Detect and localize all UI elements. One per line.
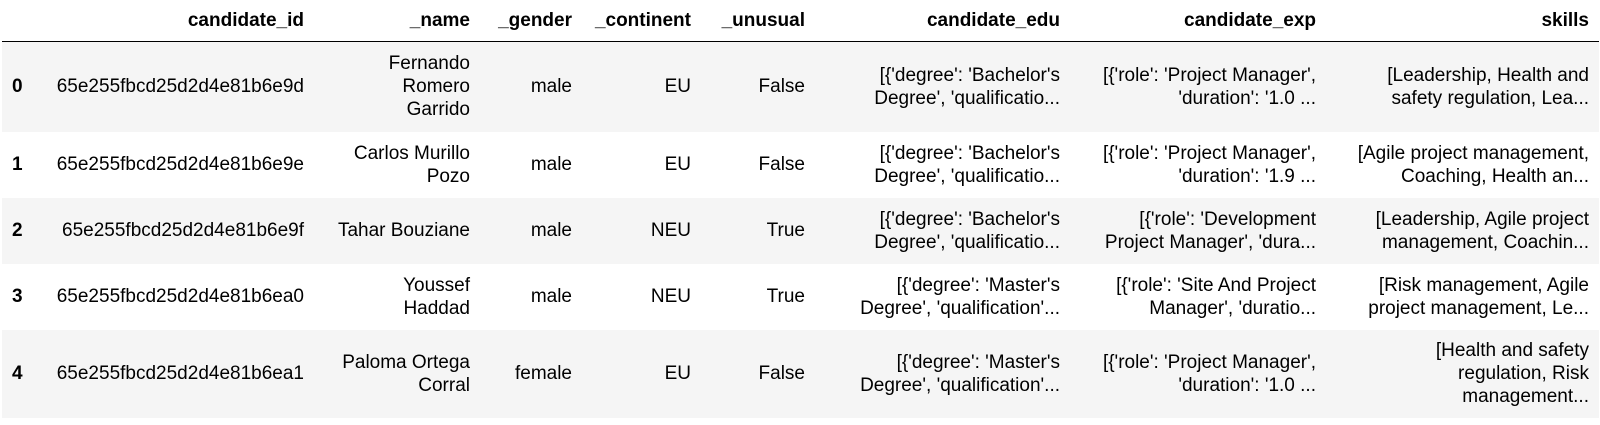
cell-gender: male	[530, 286, 572, 307]
table-header: candidate_id _name _gender _continent _u…	[2, 0, 1599, 42]
cell-candidate-edu: [{'degree': 'Master's Degree', 'qualific…	[860, 351, 1060, 396]
table-body: 0 65e255fbcd25d2d4e81b6e9d Fernando Rome…	[2, 41, 1599, 418]
cell-candidate-edu: [{'degree': 'Bachelor's Degree', 'qualif…	[874, 64, 1060, 109]
column-header-continent: _continent	[582, 0, 701, 42]
cell-continent: NEU	[650, 286, 691, 307]
cell-candidate-edu: [{'degree': 'Bachelor's Degree', 'qualif…	[874, 142, 1060, 187]
table-row: 2 65e255fbcd25d2d4e81b6e9f Tahar Bouzian…	[2, 197, 1599, 264]
cell-gender: male	[530, 76, 572, 98]
table-row: 4 65e255fbcd25d2d4e81b6ea1 Paloma Ortega…	[2, 329, 1599, 418]
cell-skills: [Leadership, Agile project management, C…	[1375, 208, 1589, 253]
cell-name: Youssef Haddad	[403, 274, 470, 319]
table-row: 0 65e255fbcd25d2d4e81b6e9d Fernando Rome…	[2, 41, 1599, 132]
cell-gender: female	[514, 363, 572, 384]
cell-candidate-id: 65e255fbcd25d2d4e81b6ea1	[56, 363, 304, 384]
cell-name: Fernando Romero Garrido	[388, 53, 470, 121]
column-header-name: _name	[314, 0, 480, 42]
column-header-unusual: _unusual	[701, 0, 815, 42]
cell-skills: [Leadership, Health and safety regulatio…	[1387, 64, 1589, 109]
cell-candidate-edu: [{'degree': 'Master's Degree', 'qualific…	[860, 274, 1060, 319]
cell-continent: EU	[664, 363, 691, 384]
column-header-candidate-exp: candidate_exp	[1070, 0, 1326, 42]
cell-unusual: False	[758, 363, 805, 384]
table-row: 1 65e255fbcd25d2d4e81b6e9e Carlos Murill…	[2, 131, 1599, 198]
cell-unusual: False	[758, 154, 805, 175]
cell-name: Tahar Bouziane	[337, 220, 470, 241]
table-row: 3 65e255fbcd25d2d4e81b6ea0 Youssef Hadda…	[2, 263, 1599, 330]
row-index: 1	[12, 154, 23, 175]
cell-unusual: False	[758, 76, 805, 98]
cell-unusual: True	[766, 286, 805, 307]
cell-candidate-id: 65e255fbcd25d2d4e81b6e9d	[56, 76, 304, 98]
cell-continent: EU	[664, 76, 691, 98]
cell-gender: male	[530, 220, 572, 241]
column-header-gender: _gender	[480, 0, 582, 42]
cell-name: Paloma Ortega Corral	[342, 351, 470, 396]
cell-candidate-exp: [{'role': 'Development Project Manager',…	[1104, 208, 1316, 253]
cell-continent: NEU	[650, 220, 691, 241]
cell-gender: male	[530, 154, 572, 175]
row-index: 2	[12, 220, 23, 241]
cell-skills: [Health and safety regulation, Risk mana…	[1435, 340, 1589, 407]
cell-candidate-exp: [{'role': 'Project Manager', 'duration':…	[1102, 64, 1316, 109]
row-index: 3	[12, 286, 23, 307]
column-header-candidate-edu: candidate_edu	[815, 0, 1070, 42]
cell-candidate-id: 65e255fbcd25d2d4e81b6e9f	[62, 220, 304, 241]
cell-candidate-id: 65e255fbcd25d2d4e81b6ea0	[56, 286, 304, 307]
cell-unusual: True	[766, 220, 805, 241]
cell-skills: [Risk management, Agile project manageme…	[1368, 274, 1589, 319]
cell-candidate-exp: [{'role': 'Project Manager', 'duration':…	[1102, 351, 1316, 396]
cell-skills: [Agile project management, Coaching, Hea…	[1357, 142, 1589, 187]
cell-candidate-exp: [{'role': 'Project Manager', 'duration':…	[1102, 142, 1316, 187]
cell-continent: EU	[664, 154, 691, 175]
cell-candidate-edu: [{'degree': 'Bachelor's Degree', 'qualif…	[874, 208, 1060, 253]
cell-name: Carlos Murillo Pozo	[353, 142, 470, 187]
cell-candidate-id: 65e255fbcd25d2d4e81b6e9e	[56, 154, 304, 175]
header-row: candidate_id _name _gender _continent _u…	[2, 0, 1599, 42]
row-index: 4	[12, 363, 23, 384]
index-header	[2, 0, 34, 42]
column-header-skills: skills	[1326, 0, 1599, 42]
cell-candidate-exp: [{'role': 'Site And Project Manager', 'd…	[1116, 274, 1316, 319]
row-index: 0	[12, 76, 23, 98]
column-header-candidate-id: candidate_id	[34, 0, 314, 42]
